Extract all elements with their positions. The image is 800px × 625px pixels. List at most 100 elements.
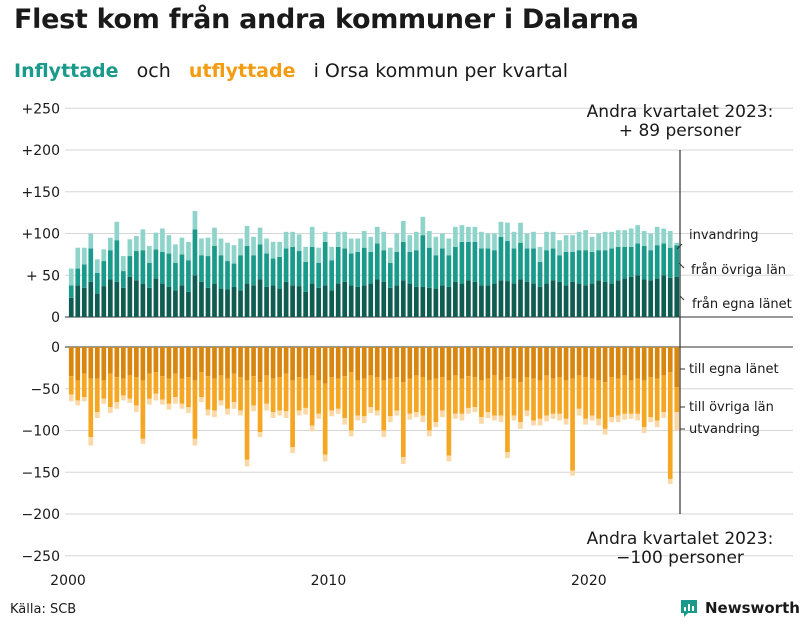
bar-in-segment xyxy=(309,283,315,317)
bar-out-segment xyxy=(270,412,276,418)
bar-in-segment xyxy=(257,279,263,317)
bar-out-segment xyxy=(81,347,87,374)
bar-out-segment xyxy=(518,422,523,429)
bar-in-segment xyxy=(492,250,497,284)
bar-in-segment xyxy=(212,227,217,247)
bar-out-segment xyxy=(218,347,224,376)
bar-in-segment xyxy=(596,280,601,317)
bar-in-segment xyxy=(381,250,387,282)
bar-in-segment xyxy=(622,230,628,247)
bar-out-segment xyxy=(381,430,387,438)
bar-out-segment xyxy=(68,376,74,395)
bar-in-segment xyxy=(342,281,348,317)
bar-in-segment xyxy=(446,286,452,317)
bar-out-segment xyxy=(596,418,601,426)
bar-out-segment xyxy=(602,382,608,429)
bar-in-segment xyxy=(335,283,341,317)
bar-out-segment xyxy=(88,378,94,438)
bar-out-segment xyxy=(466,407,471,414)
bar-out-segment xyxy=(192,380,198,439)
bar-in-segment xyxy=(641,279,647,317)
bar-in-segment xyxy=(466,280,471,317)
y-tick-label-bottom: −100 xyxy=(22,424,60,440)
bar-in-segment xyxy=(407,283,413,317)
bar-in-segment xyxy=(576,250,582,284)
bar-out-segment xyxy=(355,415,361,421)
bar-in-segment xyxy=(296,286,302,317)
bar-in-segment xyxy=(544,231,549,251)
bar-out-segment xyxy=(160,347,165,377)
bar-in-segment xyxy=(563,235,569,252)
bar-in-segment xyxy=(160,251,165,284)
bar-in-segment xyxy=(147,287,152,317)
bar-in-segment xyxy=(459,241,465,284)
bar-in-segment xyxy=(674,245,680,277)
bar-out-segment xyxy=(348,347,354,373)
bar-in-segment xyxy=(153,249,159,279)
bar-out-segment xyxy=(413,375,419,413)
bar-out-segment xyxy=(537,418,543,426)
bar-out-segment xyxy=(81,397,87,402)
bar-out-segment xyxy=(309,347,315,376)
bar-in-segment xyxy=(654,245,660,279)
series-label-leader-in xyxy=(678,262,685,269)
bar-out-segment xyxy=(557,377,562,414)
bar-in-segment xyxy=(212,283,217,317)
bar-in-segment xyxy=(153,278,159,317)
bar-out-segment xyxy=(557,413,562,421)
bar-out-segment xyxy=(251,405,256,412)
newsworthy-logo-icon xyxy=(681,600,697,617)
bar-out-segment xyxy=(361,347,367,379)
bar-in-segment xyxy=(231,263,237,287)
bar-out-segment xyxy=(212,378,217,411)
bar-out-segment xyxy=(654,420,660,428)
bar-in-segment xyxy=(583,230,588,251)
bar-in-segment xyxy=(648,233,654,251)
bar-out-segment xyxy=(381,380,387,431)
bar-in-segment xyxy=(134,236,139,252)
bar-in-segment xyxy=(107,250,113,280)
bar-out-segment xyxy=(596,347,601,381)
bar-out-segment xyxy=(166,347,172,379)
bar-out-segment xyxy=(400,457,406,464)
bar-out-segment xyxy=(667,372,673,479)
bar-in-segment xyxy=(459,225,465,242)
bar-in-segment xyxy=(160,283,165,317)
bar-out-segment xyxy=(459,347,465,379)
bar-out-segment xyxy=(153,347,159,373)
bar-in-segment xyxy=(316,262,322,288)
bar-in-segment xyxy=(518,242,523,280)
bar-out-segment xyxy=(107,407,113,413)
bar-in-segment xyxy=(622,246,628,279)
bar-in-segment xyxy=(498,236,504,281)
bar-out-segment xyxy=(335,408,341,414)
bar-out-segment xyxy=(368,347,374,376)
bar-in-segment xyxy=(387,287,393,317)
bar-in-segment xyxy=(511,283,517,317)
bar-out-segment xyxy=(114,402,120,409)
bar-in-segment xyxy=(127,256,133,277)
bar-in-segment xyxy=(368,251,374,284)
bar-out-segment xyxy=(622,347,628,376)
bar-out-segment xyxy=(153,372,159,394)
bar-out-segment xyxy=(544,415,549,422)
bar-in-segment xyxy=(394,233,400,252)
bar-out-segment xyxy=(374,410,380,416)
bar-out-segment xyxy=(101,398,107,404)
bar-in-segment xyxy=(413,231,419,251)
bar-out-segment xyxy=(270,347,276,379)
bar-in-segment xyxy=(225,261,230,290)
bar-in-segment xyxy=(303,291,308,317)
bar-in-segment xyxy=(407,251,413,284)
bar-out-segment xyxy=(602,428,608,435)
bar-in-segment xyxy=(583,250,588,286)
bar-in-segment xyxy=(270,258,276,286)
bar-out-segment xyxy=(342,376,348,418)
bar-out-segment xyxy=(309,425,315,432)
bar-out-segment xyxy=(231,402,237,409)
bar-in-segment xyxy=(322,241,328,286)
bar-out-segment xyxy=(212,410,217,418)
bar-in-segment xyxy=(570,281,575,317)
bar-out-segment xyxy=(329,377,335,411)
bar-in-segment xyxy=(400,280,406,317)
